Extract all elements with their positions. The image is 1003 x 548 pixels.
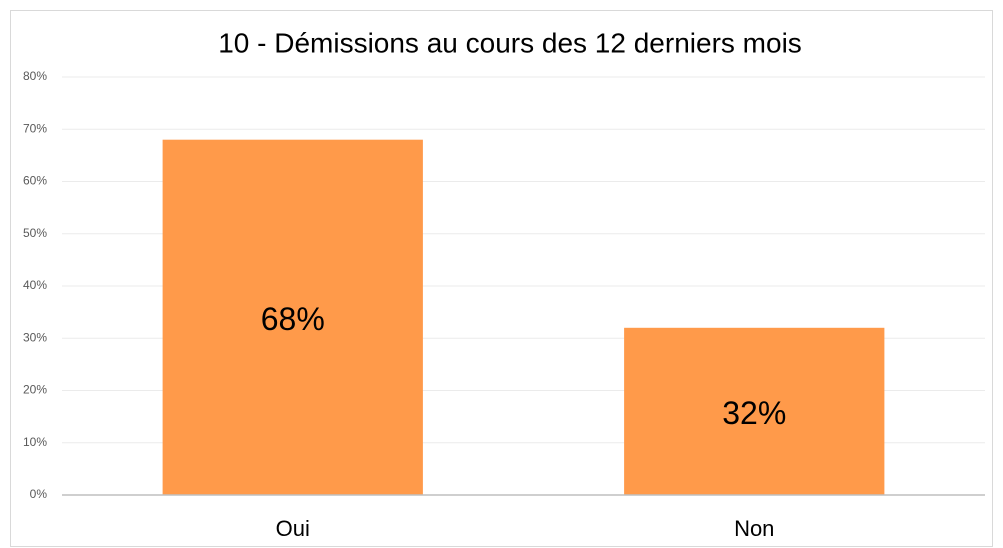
y-tick-label: 50%: [23, 226, 47, 240]
value-label: 68%: [261, 301, 325, 337]
x-tick-label: Oui: [276, 516, 310, 541]
bar: [162, 139, 423, 495]
y-tick-label: 60%: [23, 174, 47, 188]
y-tick-label: 30%: [23, 330, 47, 344]
y-tick-label: 10%: [23, 435, 47, 449]
x-tick-label: Non: [734, 516, 774, 541]
y-tick-label: 0%: [30, 487, 48, 501]
chart-title: 10 - Démissions au cours des 12 derniers…: [218, 27, 802, 58]
y-tick-label: 70%: [23, 121, 47, 135]
value-label: 32%: [722, 395, 786, 431]
bar: [624, 327, 885, 495]
y-tick-label: 80%: [23, 69, 47, 83]
y-tick-label: 20%: [23, 383, 47, 397]
y-tick-label: 40%: [23, 278, 47, 292]
